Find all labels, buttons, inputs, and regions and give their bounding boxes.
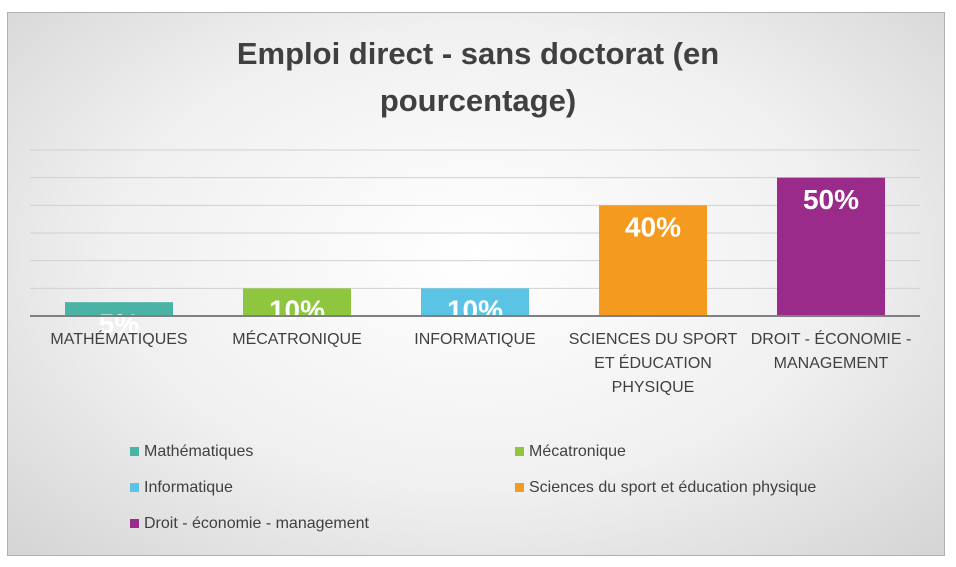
- legend-entry: Droit - économie - management: [130, 515, 369, 533]
- bar: [421, 288, 529, 316]
- data-label: 40%: [625, 212, 681, 243]
- legend-swatch: [515, 483, 524, 492]
- legend-label: Mathématiques: [144, 443, 254, 460]
- legend-swatch: [515, 447, 524, 456]
- data-label: 10%: [269, 295, 325, 326]
- bar: [777, 177, 885, 316]
- x-tick-label: SCIENCES DU SPORT ET ÉDUCATION PHYSIQUE: [568, 331, 738, 396]
- legend-swatch: [130, 519, 139, 528]
- data-label: 50%: [803, 184, 859, 215]
- bar: [65, 302, 173, 316]
- bar: [243, 288, 351, 316]
- x-tick-label: DROIT - ÉCONOMIE - MANAGEMENT: [750, 331, 912, 372]
- x-tick-label: INFORMATIQUE: [414, 331, 536, 348]
- legend-entry: Mécatronique: [515, 443, 626, 461]
- legend-label: Informatique: [144, 479, 233, 496]
- legend-label: Sciences du sport et éducation physique: [529, 479, 817, 496]
- legend-swatch: [130, 483, 139, 492]
- data-label: 10%: [447, 295, 503, 326]
- chart-title: Emploi direct - sans doctorat (en pource…: [236, 36, 720, 118]
- legend-entry: Informatique: [130, 479, 233, 497]
- x-tick-label: MÉCATRONIQUE: [232, 331, 362, 348]
- data-label: 5%: [99, 309, 140, 340]
- x-tick-label: MATHÉMATIQUES: [50, 331, 188, 348]
- legend-swatch: [130, 447, 139, 456]
- bar: [599, 205, 707, 316]
- legend-label: Droit - économie - management: [144, 515, 369, 532]
- legend-entry: Mathématiques: [130, 443, 253, 461]
- legend-label: Mécatronique: [529, 443, 626, 460]
- legend-entry: Sciences du sport et éducation physique: [515, 479, 816, 497]
